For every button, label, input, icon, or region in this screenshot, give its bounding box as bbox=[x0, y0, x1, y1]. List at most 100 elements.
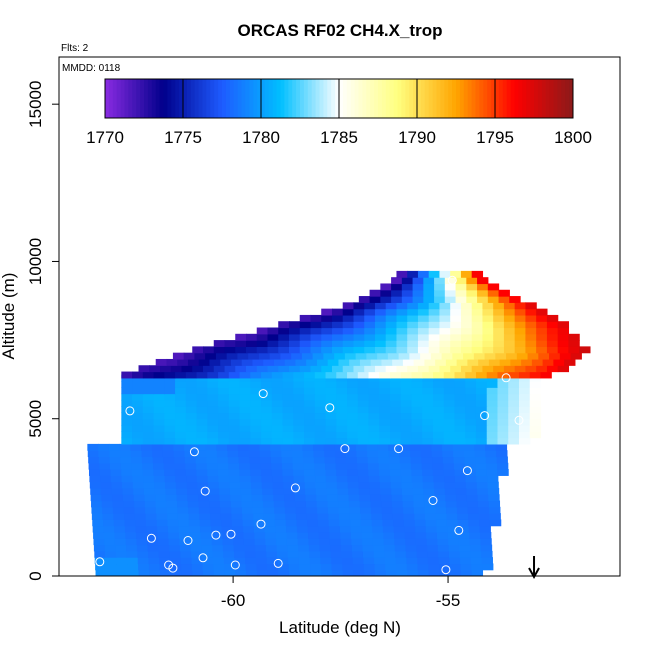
heatmap-cell bbox=[276, 544, 288, 552]
heatmap-cell bbox=[310, 365, 322, 373]
heatmap-cell bbox=[156, 519, 169, 527]
heatmap-cell bbox=[202, 557, 214, 565]
heatmap-cell bbox=[255, 550, 267, 558]
heatmap-cell bbox=[222, 531, 234, 539]
colorbar-segment bbox=[502, 79, 508, 118]
heatmap-cell bbox=[250, 425, 262, 432]
heatmap-cell bbox=[105, 557, 117, 565]
heatmap-cell bbox=[275, 525, 287, 533]
heatmap-cell bbox=[529, 412, 542, 420]
heatmap-cell bbox=[542, 358, 554, 366]
heatmap-cell bbox=[218, 371, 230, 379]
heatmap-cell bbox=[406, 557, 418, 565]
heatmap-cell bbox=[478, 506, 490, 514]
heatmap-cell bbox=[379, 431, 391, 439]
heatmap-cell bbox=[325, 418, 337, 426]
colorbar-segment bbox=[432, 79, 437, 118]
heatmap-cell bbox=[358, 475, 370, 483]
heatmap-cell bbox=[325, 462, 337, 470]
heatmap-cell bbox=[191, 557, 203, 565]
heatmap-cell bbox=[254, 538, 267, 546]
heatmap-cell bbox=[208, 487, 220, 495]
colorbar-segment bbox=[385, 79, 391, 118]
heatmap-cell bbox=[388, 450, 401, 458]
heatmap-cell bbox=[445, 494, 457, 502]
heatmap-cell bbox=[325, 371, 337, 379]
heatmap-cell bbox=[521, 358, 533, 366]
heatmap-cell bbox=[324, 450, 336, 458]
heatmap-cell bbox=[407, 340, 419, 347]
heatmap-cell bbox=[105, 563, 118, 571]
heatmap-cell bbox=[450, 321, 462, 329]
heatmap-cell bbox=[402, 358, 415, 366]
heatmap-cell bbox=[433, 371, 445, 379]
colorbar-segment bbox=[342, 79, 348, 118]
heatmap-cell bbox=[196, 399, 208, 407]
heatmap-cell bbox=[310, 346, 322, 354]
heatmap-cell bbox=[489, 519, 502, 527]
heatmap-cell bbox=[228, 371, 241, 379]
heatmap-cell bbox=[508, 431, 520, 439]
heatmap-cell bbox=[353, 340, 365, 347]
heatmap-cell bbox=[357, 371, 370, 379]
heatmap-cell bbox=[314, 371, 327, 379]
heatmap-cell bbox=[389, 469, 402, 476]
colorbar-segment bbox=[350, 79, 356, 118]
heatmap-cell bbox=[434, 500, 447, 508]
heatmap-cell bbox=[121, 406, 133, 414]
heatmap-cell bbox=[485, 443, 497, 451]
heatmap-cell bbox=[482, 340, 494, 347]
heatmap-cell bbox=[331, 333, 344, 341]
heatmap-cell bbox=[249, 462, 262, 470]
x-axis-label: Latitude (deg N) bbox=[279, 618, 401, 637]
heatmap-cell bbox=[119, 443, 131, 451]
heatmap-cell bbox=[132, 418, 144, 426]
heatmap-cell bbox=[413, 358, 426, 366]
heatmap-cell bbox=[251, 481, 263, 489]
heatmap-cell bbox=[411, 412, 423, 420]
heatmap-cell bbox=[338, 500, 350, 508]
heatmap-cell bbox=[415, 525, 427, 533]
heatmap-cell bbox=[353, 346, 365, 354]
heatmap-cell bbox=[431, 450, 444, 458]
heatmap-cell bbox=[213, 340, 226, 347]
heatmap-cell bbox=[470, 557, 483, 565]
heatmap-cell bbox=[252, 358, 264, 366]
heatmap-cell bbox=[121, 418, 133, 426]
colorbar-tick-label: 1775 bbox=[164, 128, 202, 147]
heatmap-cell bbox=[137, 557, 150, 565]
heatmap-cell bbox=[475, 431, 488, 439]
heatmap-cell bbox=[400, 412, 413, 420]
heatmap-cell bbox=[546, 340, 559, 347]
heatmap-cell bbox=[212, 557, 225, 565]
heatmap-cell bbox=[153, 418, 165, 426]
colorbar-segment bbox=[292, 79, 297, 118]
heatmap-cell bbox=[455, 487, 467, 495]
heatmap-cell bbox=[450, 365, 462, 373]
heatmap-cell bbox=[177, 500, 189, 508]
sample-point bbox=[164, 560, 174, 570]
heatmap-cell bbox=[410, 456, 422, 464]
heatmap-cell bbox=[471, 563, 483, 571]
heatmap-cell bbox=[373, 544, 385, 552]
heatmap-cell bbox=[337, 494, 350, 502]
colorbar-segment bbox=[163, 79, 168, 118]
heatmap-cell bbox=[184, 443, 196, 451]
heatmap-cell bbox=[331, 308, 344, 316]
heatmap-cell bbox=[525, 302, 537, 310]
heatmap-cell bbox=[400, 462, 412, 470]
heatmap-cell bbox=[207, 431, 219, 439]
heatmap-cell bbox=[374, 340, 387, 347]
heatmap-cell bbox=[162, 450, 175, 458]
heatmap-cell bbox=[262, 494, 274, 502]
heatmap-cell bbox=[180, 557, 193, 565]
colorbar-segment bbox=[268, 79, 274, 118]
heatmap-cell bbox=[121, 387, 133, 395]
heatmap-cell bbox=[325, 380, 337, 388]
heatmap-cell bbox=[503, 327, 516, 335]
heatmap-cell bbox=[142, 431, 155, 439]
sample-point bbox=[256, 519, 266, 529]
heatmap-cell bbox=[488, 358, 501, 366]
heatmap-cell bbox=[331, 314, 344, 322]
